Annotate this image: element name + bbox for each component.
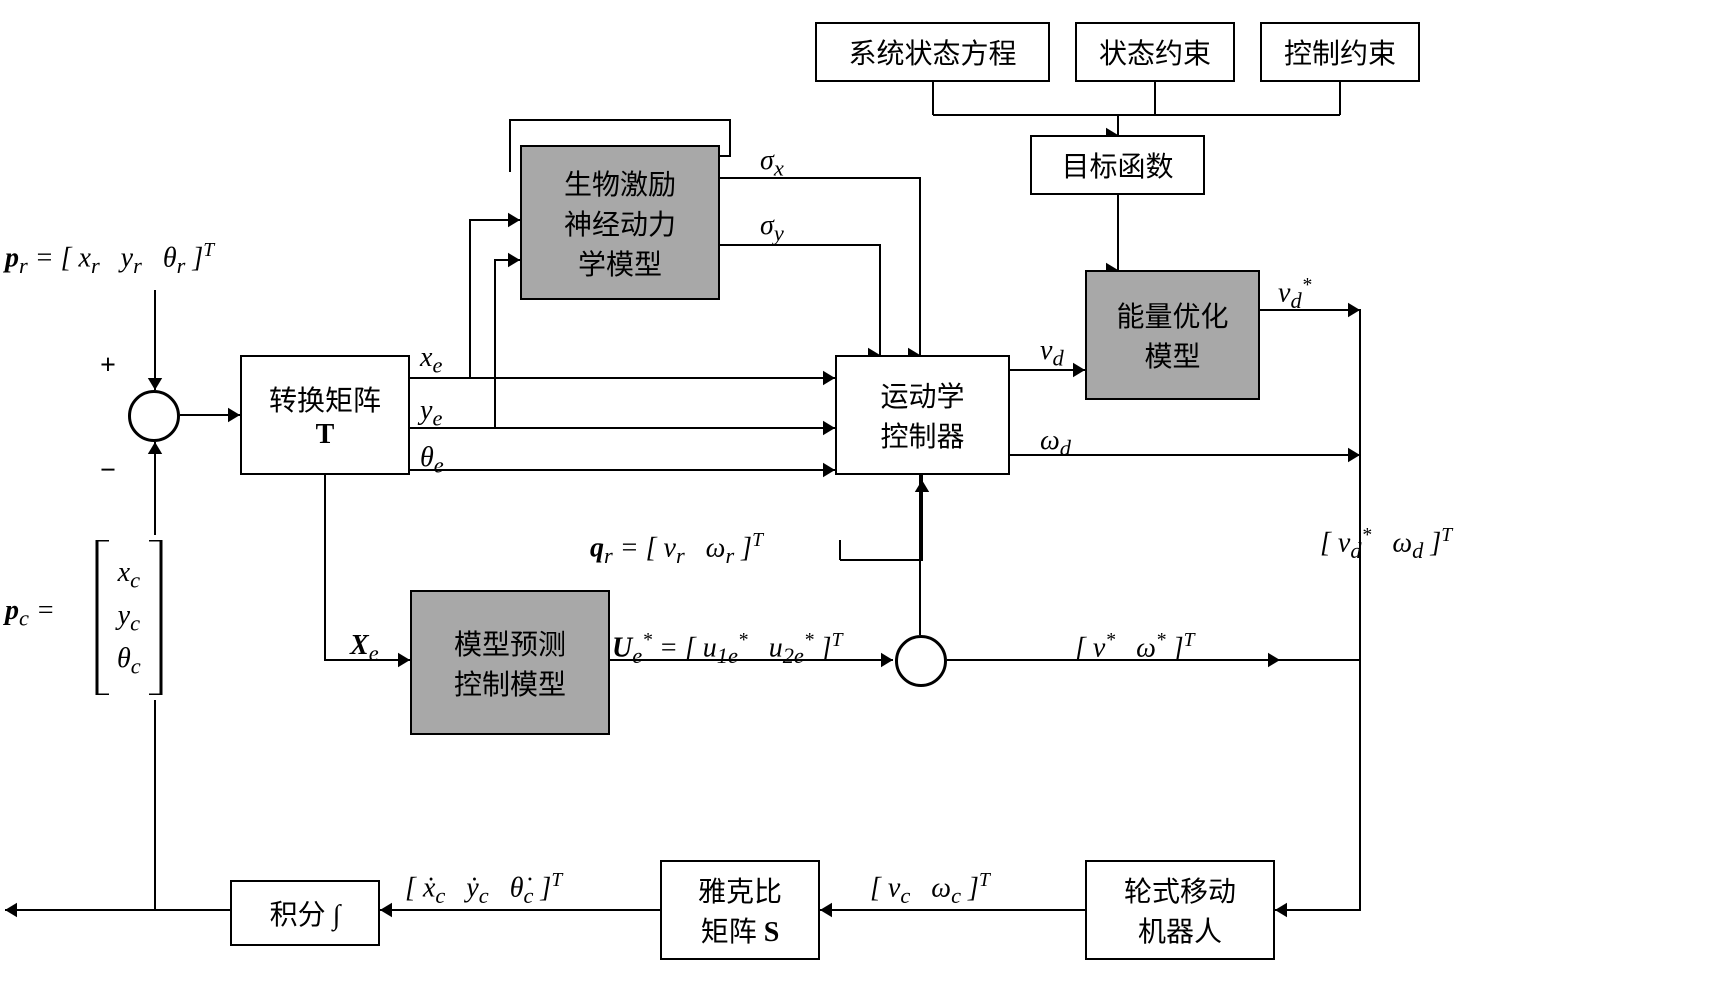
label-Xe: Xe	[350, 630, 379, 667]
label-pc_eq_lhs: pc =	[5, 595, 55, 632]
label-vc_wc: [ vc ωc ]T	[870, 870, 990, 909]
block-mpc_model-line: 模型预测	[454, 623, 566, 663]
block-state_constr-line: 状态约束	[1099, 32, 1211, 72]
label-pr_eq: pr = [ xr yr θr ]T	[5, 240, 214, 279]
block-trans_matrix: 转换矩阵T	[240, 355, 410, 475]
label-vd_wd_T: [ vd* ωd ]T	[1320, 525, 1452, 564]
block-sys_state_eq-line: 系统状态方程	[848, 32, 1016, 72]
block-bio_model-line: 学模型	[578, 243, 662, 283]
block-bio_model-line: 生物激励	[564, 163, 676, 203]
block-integral: 积分 ∫	[230, 880, 380, 946]
block-obj_fn: 目标函数	[1030, 135, 1205, 195]
block-kin_ctrl-line: 运动学	[880, 375, 964, 415]
sum-sum_right	[895, 635, 947, 687]
label-pc_vec: xcycθc	[95, 540, 163, 695]
block-energy_model-line: 能量优化	[1116, 295, 1228, 335]
block-ctrl_constr-line: 控制约束	[1284, 32, 1396, 72]
label-xe: xe	[420, 342, 442, 379]
block-integral-line: 积分 ∫	[270, 893, 341, 933]
block-trans_matrix-line: T	[316, 419, 335, 451]
block-jacobi-line: 雅克比	[698, 870, 782, 910]
block-ctrl_constr: 控制约束	[1260, 22, 1420, 82]
label-sigx: σx	[760, 145, 784, 182]
label-vd: vd	[1040, 335, 1064, 372]
block-kin_ctrl-line: 控制器	[880, 415, 964, 455]
block-robot-line: 轮式移动	[1124, 870, 1236, 910]
block-jacobi: 雅克比矩阵 S	[660, 860, 820, 960]
block-kin_ctrl: 运动学控制器	[835, 355, 1010, 475]
block-energy_model-line: 模型	[1144, 335, 1200, 375]
label-qr: qr = [ vr ωr ]T	[590, 530, 763, 569]
block-trans_matrix-line: 转换矩阵	[269, 379, 381, 419]
label-wd: ωd	[1040, 425, 1071, 462]
label-vd_star: vd*	[1278, 275, 1311, 314]
sign-plus_top: +	[100, 350, 116, 382]
block-mpc_model: 模型预测控制模型	[410, 590, 610, 735]
block-bio_model: 生物激励神经动力学模型	[520, 145, 720, 300]
label-ye: ye	[420, 395, 442, 432]
block-bio_model-line: 神经动力	[564, 203, 676, 243]
label-the: θe	[420, 442, 444, 479]
block-obj_fn-line: 目标函数	[1061, 145, 1173, 185]
sum-sum_left	[128, 390, 180, 442]
block-energy_model: 能量优化模型	[1085, 270, 1260, 400]
block-mpc_model-line: 控制模型	[454, 663, 566, 703]
block-sys_state_eq: 系统状态方程	[815, 22, 1050, 82]
block-robot: 轮式移动机器人	[1085, 860, 1275, 960]
label-xyc_dot: [ ẋc ẏc θ̇c ]T	[405, 870, 562, 909]
label-sigy: σy	[760, 210, 784, 247]
sign-minus_bot: −	[100, 455, 116, 487]
block-robot-line: 机器人	[1138, 910, 1222, 950]
label-v_w_star: [ v* ω* ]T	[1075, 630, 1195, 664]
label-Ue: Ue* = [ u1e* u2e* ]T	[612, 630, 842, 669]
block-state_constr: 状态约束	[1075, 22, 1235, 82]
block-jacobi-line: 矩阵 S	[701, 910, 780, 950]
